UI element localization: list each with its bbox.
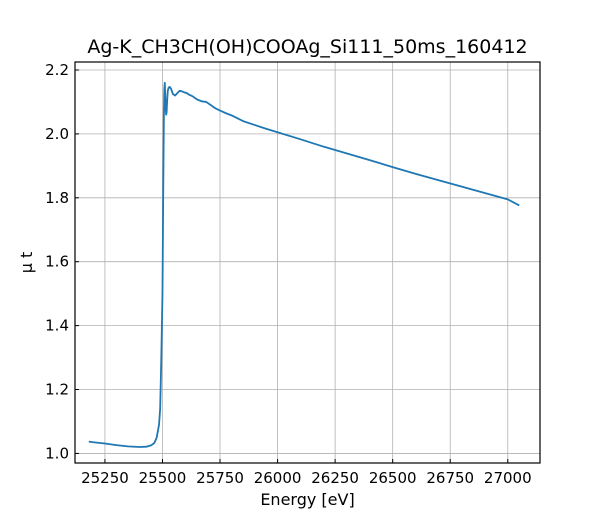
y-axis-label: μ t bbox=[17, 252, 36, 274]
plot-frame bbox=[74, 61, 541, 464]
x-tick-label: 26750 bbox=[426, 469, 474, 487]
y-tick-label: 1.0 bbox=[45, 444, 69, 462]
y-tick-label: 2.2 bbox=[45, 61, 69, 79]
x-tick-label: 25750 bbox=[196, 469, 244, 487]
y-tick-label: 1.8 bbox=[45, 189, 69, 207]
grid-lines bbox=[75, 62, 540, 463]
series-layer bbox=[88, 81, 520, 448]
x-tick-label: 25500 bbox=[139, 469, 187, 487]
x-tick-label: 26000 bbox=[254, 469, 302, 487]
x-tick-label: 26500 bbox=[369, 469, 417, 487]
y-tick-label: 1.6 bbox=[45, 253, 69, 271]
chart-title: Ag-K_CH3CH(OH)COOAg_Si111_50ms_160412 bbox=[87, 36, 527, 58]
y-tick-label: 1.4 bbox=[45, 317, 69, 335]
ticks-layer: 25250 25500 25750 26000 26250 26500 26750 27000… bbox=[45, 61, 531, 487]
y-tick-label: 2.0 bbox=[45, 125, 69, 143]
y-tick-label: 1.2 bbox=[45, 381, 69, 399]
series-line bbox=[88, 81, 520, 448]
x-tick-label: 27000 bbox=[484, 469, 532, 487]
x-tick-label: 25250 bbox=[81, 469, 129, 487]
x-axis-label: Energy [eV] bbox=[260, 490, 354, 509]
x-tick-label: 26250 bbox=[311, 469, 359, 487]
